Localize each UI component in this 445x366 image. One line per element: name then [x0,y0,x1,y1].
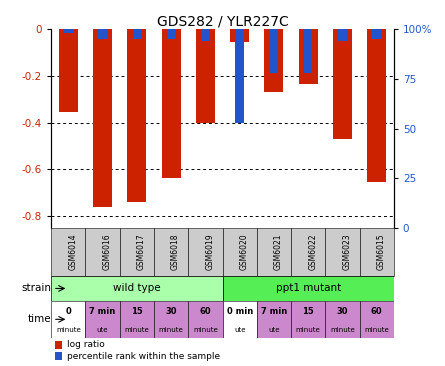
Bar [222,300,257,338]
Text: 30: 30 [337,307,348,315]
Bar [98,29,107,39]
Text: minute: minute [296,327,320,333]
Bar [333,29,352,139]
Bar [120,300,154,338]
Text: 60: 60 [199,307,211,315]
Bar [360,300,394,338]
Bar [222,228,257,276]
Bar [188,228,222,276]
Bar [291,228,325,276]
Bar [133,29,141,39]
Text: GSM6021: GSM6021 [274,234,283,270]
Text: 60: 60 [371,307,383,315]
Text: GSM6022: GSM6022 [308,234,317,270]
Bar [196,29,215,123]
Text: GSM6017: GSM6017 [137,234,146,270]
Bar [64,29,73,33]
Bar [291,300,325,338]
Bar [367,29,386,182]
Bar [325,300,360,338]
Bar [257,300,291,338]
Bar [222,276,394,300]
Bar [167,29,175,39]
Bar [188,300,222,338]
Bar [51,228,85,276]
Text: log ratio: log ratio [67,340,104,349]
Text: GSM6015: GSM6015 [376,234,386,270]
Bar [55,352,62,361]
Bar [59,29,78,112]
Text: 30: 30 [166,307,177,315]
Text: minute: minute [159,327,183,333]
Bar [154,228,188,276]
Text: percentile rank within the sample: percentile rank within the sample [67,351,220,361]
Bar [201,29,210,41]
Bar [360,228,394,276]
Bar [270,29,278,73]
Bar [338,29,347,41]
Text: ppt1 mutant: ppt1 mutant [275,283,341,294]
Text: ute: ute [234,327,245,333]
Bar [85,228,120,276]
Text: GSM6023: GSM6023 [343,234,352,270]
Text: minute: minute [330,327,355,333]
Text: strain: strain [21,283,51,294]
Text: minute: minute [56,327,81,333]
Text: wild type: wild type [113,283,161,294]
Text: 7 min: 7 min [89,307,116,315]
Text: GSM6016: GSM6016 [103,234,112,270]
Bar [55,340,62,349]
Bar [51,300,85,338]
Bar [85,300,120,338]
Bar [299,29,318,84]
Bar [372,29,381,39]
Text: minute: minute [125,327,149,333]
Text: ute: ute [268,327,279,333]
Title: GDS282 / YLR227C: GDS282 / YLR227C [157,14,288,28]
Bar [93,29,112,207]
Text: GSM6014: GSM6014 [69,234,77,270]
Text: 15: 15 [131,307,143,315]
Text: minute: minute [193,327,218,333]
Text: 7 min: 7 min [261,307,287,315]
Text: 0: 0 [65,307,71,315]
Bar [257,228,291,276]
Text: 15: 15 [302,307,314,315]
Text: GSM6020: GSM6020 [239,234,249,270]
Bar [325,228,360,276]
Bar [162,29,181,178]
Bar [127,29,146,202]
Bar [154,300,188,338]
Text: minute: minute [364,327,389,333]
Bar [120,228,154,276]
Bar [304,29,312,73]
Text: ute: ute [97,327,108,333]
Text: 0 min: 0 min [227,307,253,315]
Text: GSM6018: GSM6018 [171,234,180,270]
Bar [51,276,223,300]
Text: time: time [28,314,51,324]
Bar [264,29,283,92]
Bar [230,29,249,42]
Bar [235,29,244,123]
Text: GSM6019: GSM6019 [206,234,214,270]
